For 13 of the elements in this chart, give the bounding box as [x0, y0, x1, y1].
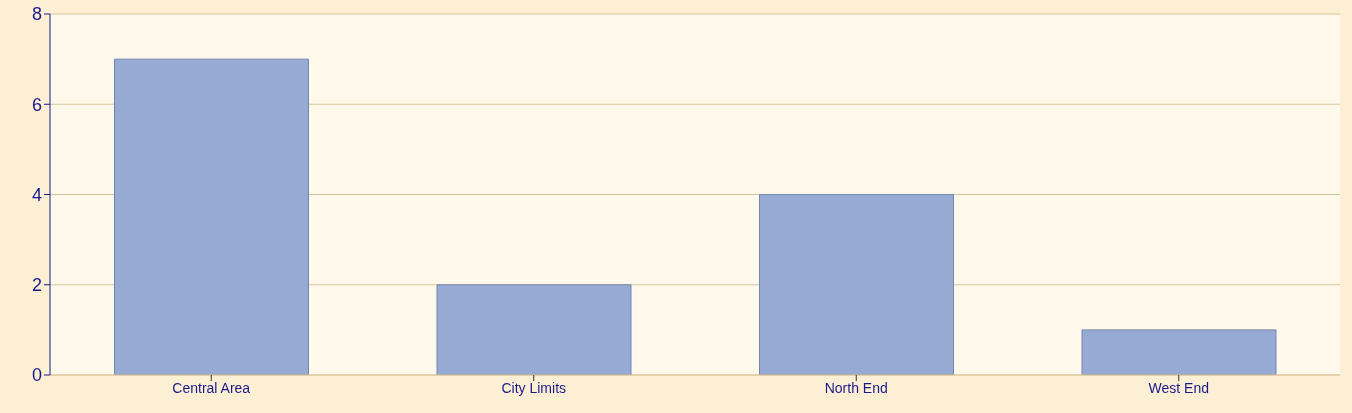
- y-tick-label: 0: [31, 365, 42, 386]
- y-tick-label: 6: [31, 94, 42, 115]
- bar: [114, 58, 309, 375]
- y-tick-label: 4: [31, 184, 42, 205]
- bar: [759, 194, 954, 375]
- bar: [1081, 329, 1277, 375]
- x-tick-label: North End: [824, 379, 888, 396]
- y-tick-label: 2: [31, 275, 42, 296]
- bar: [436, 284, 632, 375]
- x-tick-label: Central Area: [172, 379, 251, 396]
- y-tick-label: 8: [31, 4, 42, 25]
- x-tick-label: West End: [1148, 379, 1209, 396]
- x-tick-label: City Limits: [501, 379, 567, 396]
